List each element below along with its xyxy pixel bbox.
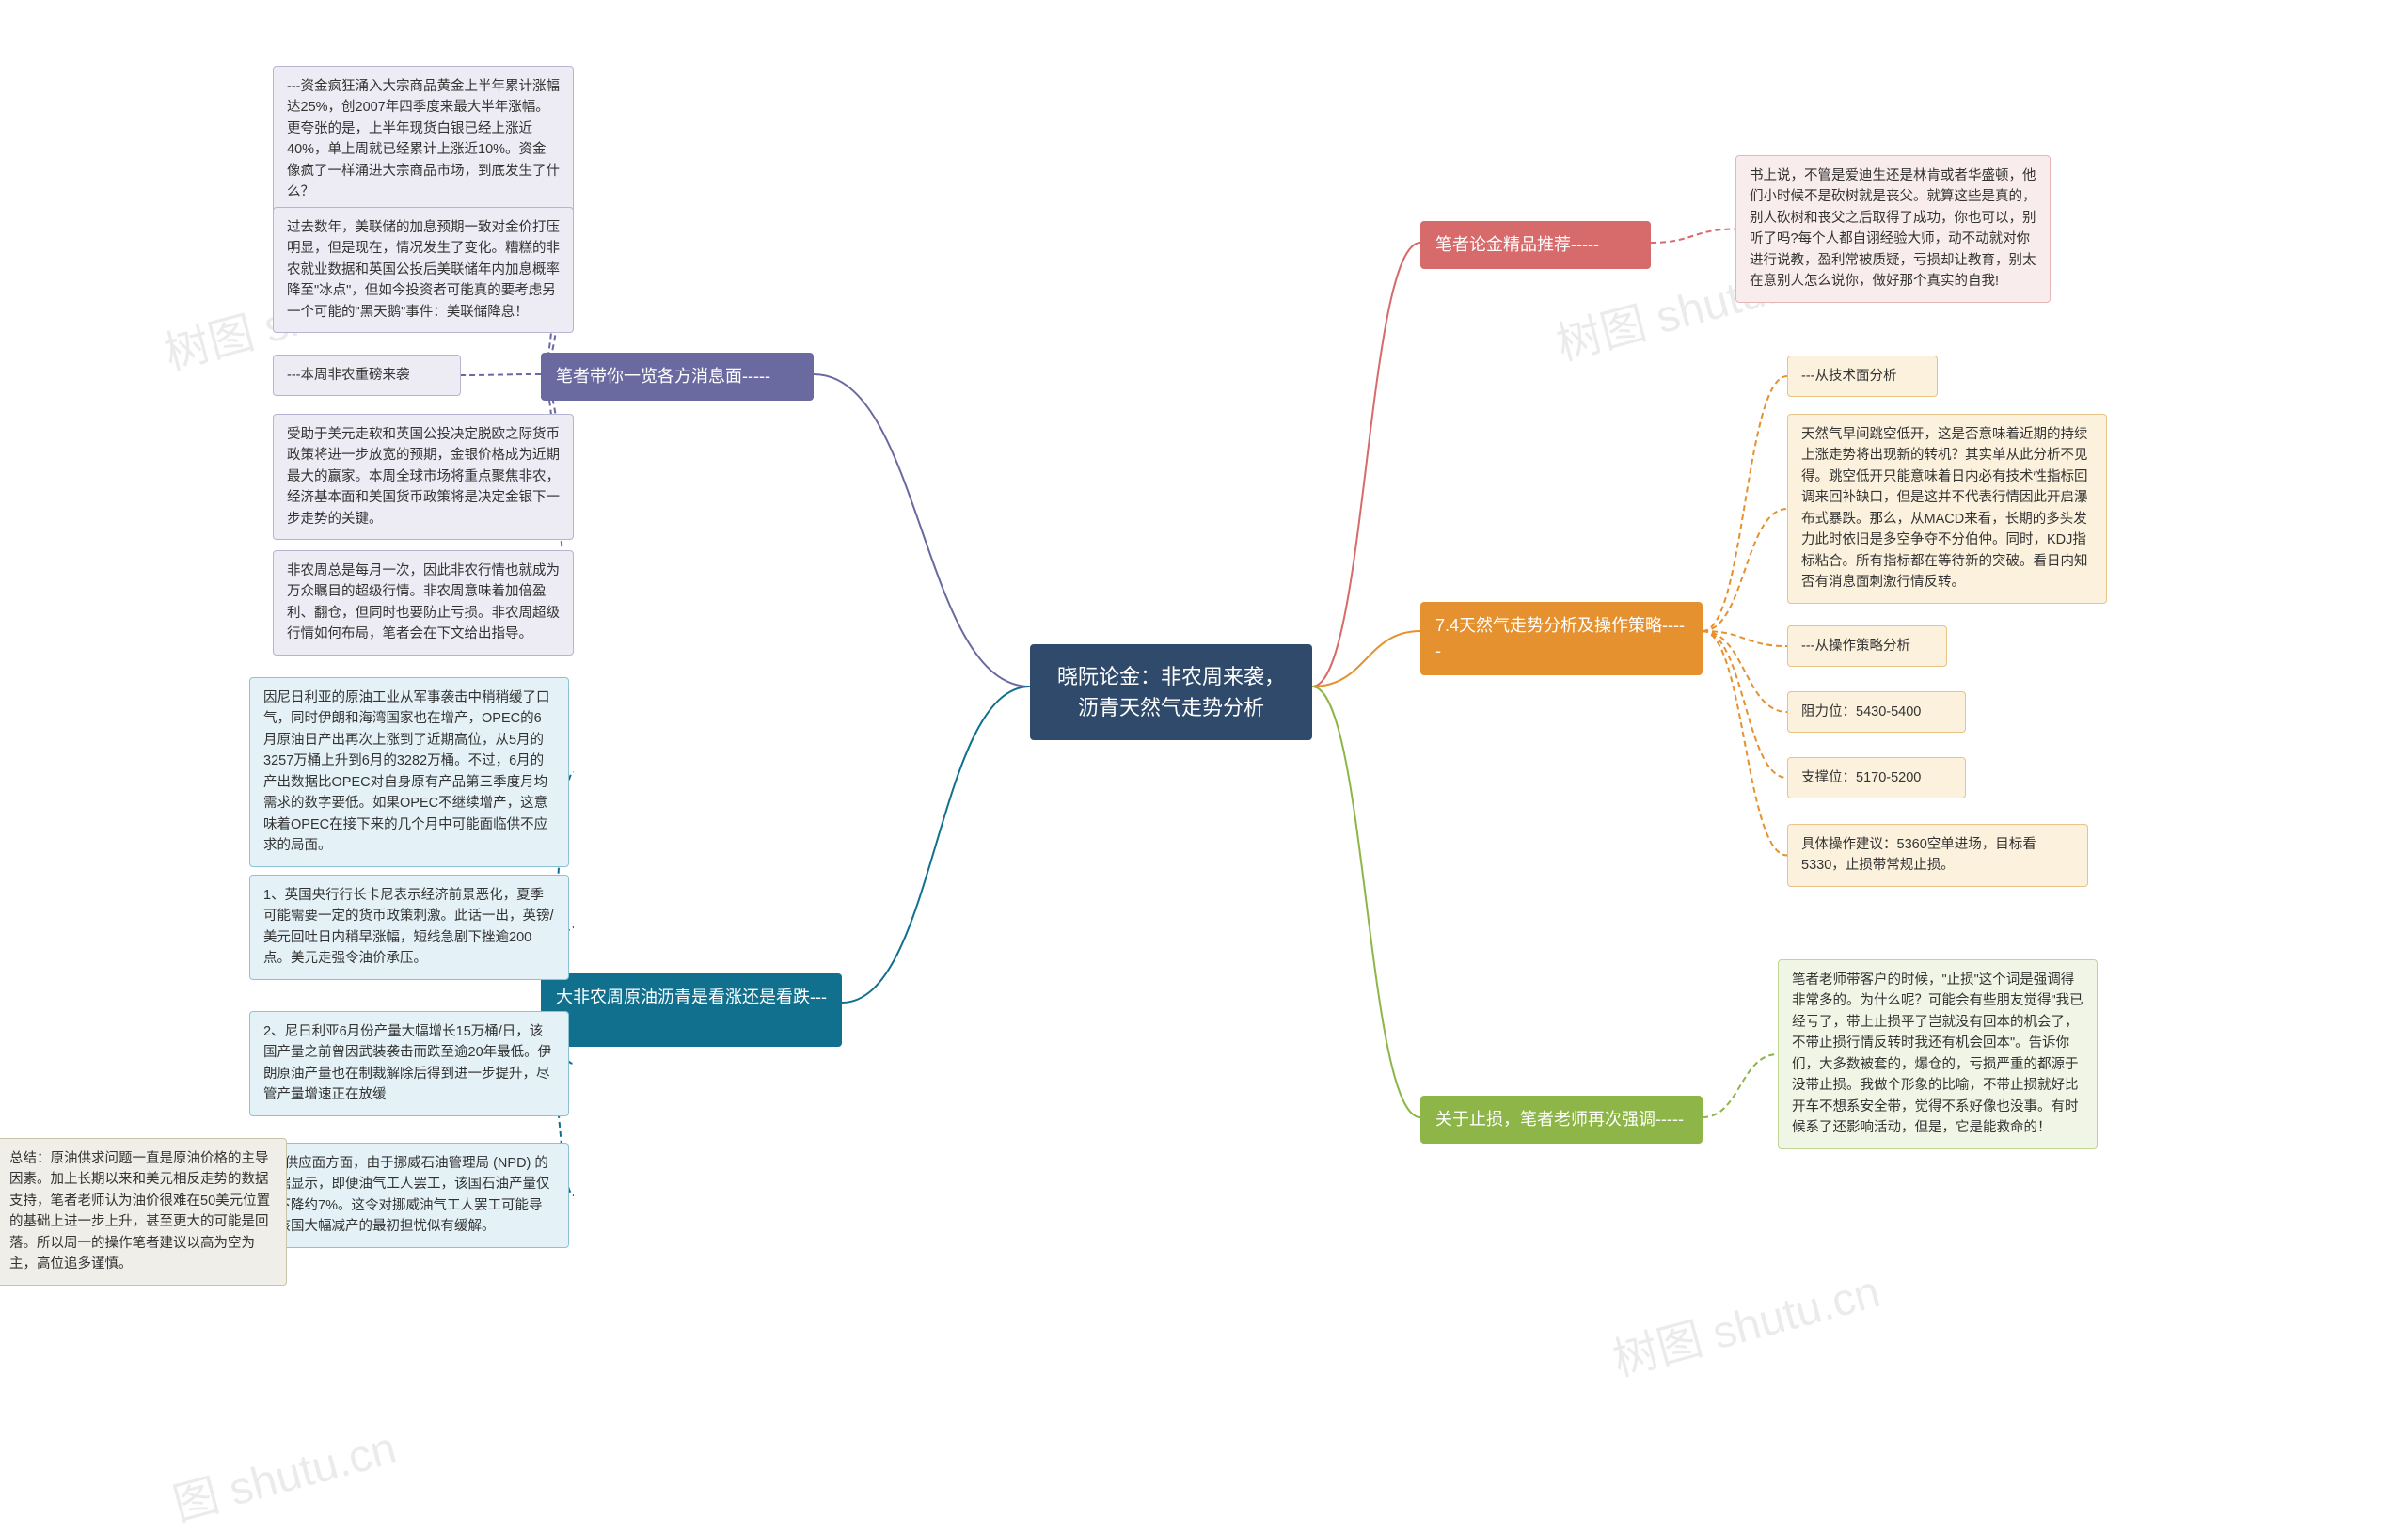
- branch-node[interactable]: 笔者带你一览各方消息面-----: [541, 353, 814, 401]
- leaf-node[interactable]: 非农周总是每月一次，因此非农行情也就成为万众瞩目的超级行情。非农周意味着加倍盈利…: [273, 550, 574, 656]
- leaf-node[interactable]: 具体操作建议：5360空单进场，目标看5330，止损带常规止损。: [1787, 824, 2088, 887]
- leaf-node[interactable]: 受助于美元走软和英国公投决定脱欧之际货币政策将进一步放宽的预期，金银价格成为近期…: [273, 414, 574, 540]
- center-topic[interactable]: 晓阮论金：非农周来袭，沥青天然气走势分析: [1030, 644, 1312, 740]
- leaf-node[interactable]: 支撑位：5170-5200: [1787, 757, 1966, 798]
- leaf-node[interactable]: 阻力位：5430-5400: [1787, 691, 1966, 733]
- leaf-node[interactable]: 2、尼日利亚6月份产量大幅增长15万桶/日，该国产量之前曾因武装袭击而跌至逾20…: [249, 1011, 569, 1116]
- branch-node[interactable]: 关于止损，笔者老师再次强调-----: [1420, 1096, 1703, 1144]
- leaf-node[interactable]: 1、英国央行行长卡尼表示经济前景恶化，夏季可能需要一定的货币政策刺激。此话一出，…: [249, 875, 569, 980]
- leaf-node[interactable]: ---资金疯狂涌入大宗商品黄金上半年累计涨幅达25%，创2007年四季度来最大半…: [273, 66, 574, 213]
- leaf-node[interactable]: ---本周非农重磅来袭: [273, 355, 461, 396]
- branch-node[interactable]: 笔者论金精品推荐-----: [1420, 221, 1651, 269]
- leaf-node[interactable]: 笔者老师带客户的时候，"止损"这个词是强调得非常多的。为什么呢？可能会有些朋友觉…: [1778, 959, 2098, 1149]
- branch-node[interactable]: 大非农周原油沥青是看涨还是看跌-----: [541, 973, 842, 1047]
- leaf-node[interactable]: ---从技术面分析: [1787, 356, 1938, 397]
- branch-node[interactable]: 7.4天然气走势分析及操作策略-----: [1420, 602, 1703, 675]
- leaf-node[interactable]: 天然气早间跳空低开，这是否意味着近期的持续上涨走势将出现新的转机？其实单从此分析…: [1787, 414, 2107, 604]
- watermark: 树图 shutu.cn: [1605, 1255, 1886, 1389]
- leaf-node[interactable]: ---从操作策略分析: [1787, 625, 1947, 667]
- leaf-node[interactable]: 因尼日利亚的原油工业从军事袭击中稍稍缓了口气，同时伊朗和海湾国家也在增产，OPE…: [249, 677, 569, 867]
- leaf-node[interactable]: 书上说，不管是爱迪生还是林肯或者华盛顿，他们小时候不是砍树就是丧父。就算这些是真…: [1735, 155, 2051, 303]
- leaf-node[interactable]: 3、供应面方面，由于挪威石油管理局 (NPD) 的数据显示，即便油气工人罢工，该…: [249, 1143, 569, 1248]
- leaf-node[interactable]: 过去数年，美联储的加息预期一致对金价打压明显，但是现在，情况发生了变化。糟糕的非…: [273, 207, 574, 333]
- watermark: 图 shutu.cn: [165, 1411, 403, 1533]
- sub-leaf-node[interactable]: 总结：原油供求问题一直是原油价格的主导因素。加上长期以来和美元相反走势的数据支持…: [0, 1138, 287, 1286]
